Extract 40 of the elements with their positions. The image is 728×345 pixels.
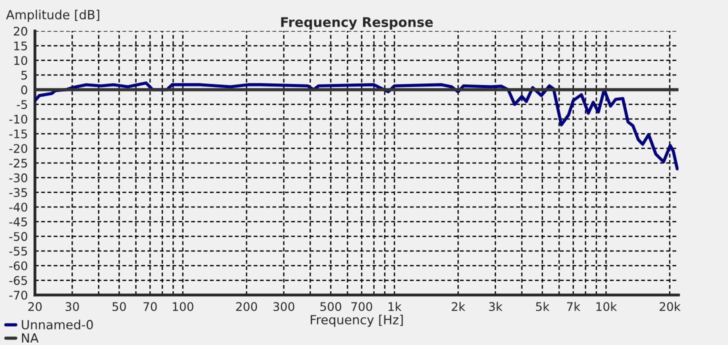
- y-tick-label: -15: [9, 130, 27, 138]
- y-tick-label: -45: [9, 218, 27, 226]
- y-tick-label: 20: [14, 26, 28, 36]
- y-tick-label: 0: [21, 85, 28, 94]
- y-tick-label: -65: [9, 276, 27, 285]
- y-tick-label: -40: [9, 202, 28, 212]
- y-tick-label: 15: [14, 42, 27, 50]
- y-tick-label: -20: [9, 144, 28, 154]
- x-tick-label: 50: [112, 302, 126, 312]
- legend-label: Unnamed-0: [22, 320, 93, 330]
- x-tick-label: 700: [351, 302, 372, 312]
- x-tick-label: 7k: [567, 302, 580, 311]
- x-tick-label: 300: [273, 302, 294, 312]
- y-tick-label: -25: [9, 158, 27, 168]
- x-axis-title: Frequency [Hz]: [310, 314, 403, 327]
- x-tick-label: 2k: [452, 302, 466, 311]
- chart-title: Frequency Response: [281, 17, 433, 30]
- y-axis-title: Amplitude [dB]: [6, 10, 100, 22]
- y-tick-label: 5: [21, 70, 27, 80]
- y-tick-label: -55: [9, 246, 27, 256]
- x-tick-label: 500: [320, 302, 342, 312]
- y-tick-label: -35: [9, 188, 27, 197]
- y-tick-label: -70: [9, 290, 28, 300]
- x-tick-label: 30: [66, 302, 79, 312]
- x-tick-label: 100: [172, 302, 194, 312]
- y-tick-label: -30: [9, 173, 28, 182]
- x-tick-label: 5k: [536, 302, 550, 312]
- x-tick-label: 20: [28, 302, 42, 312]
- x-tick-label: 3k: [489, 302, 503, 312]
- y-tick-label: -5: [16, 100, 27, 110]
- x-tick-label: 10k: [596, 302, 617, 312]
- x-tick-label: 20k: [660, 302, 681, 312]
- y-tick-label: -10: [9, 114, 28, 124]
- x-tick-label: 200: [236, 302, 258, 312]
- y-tick-label: -60: [9, 261, 28, 270]
- y-tick-label: -50: [9, 232, 28, 241]
- x-tick-label: 1k: [388, 302, 402, 311]
- legend-label: NA: [22, 333, 39, 343]
- x-tick-label: 70: [144, 302, 157, 312]
- y-tick-label: 10: [14, 56, 28, 66]
